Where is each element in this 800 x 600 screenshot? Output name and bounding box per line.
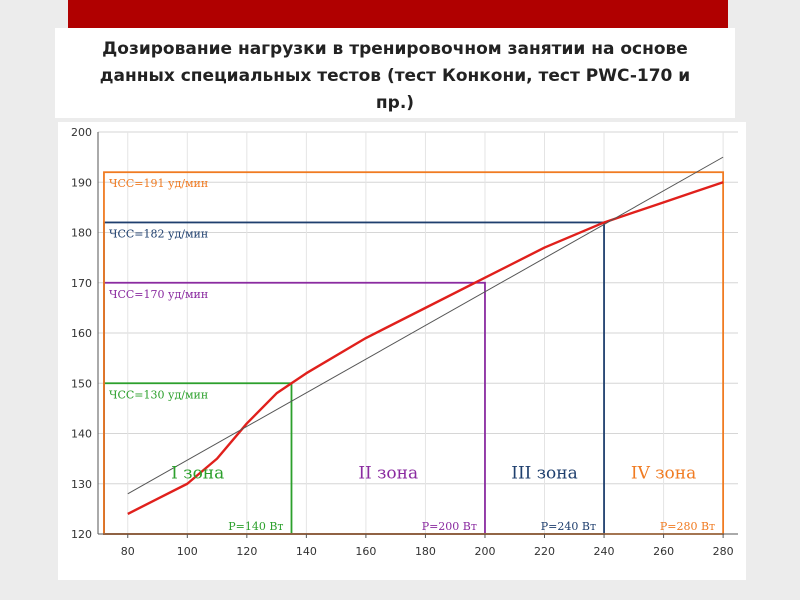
slide-title: Дозирование нагрузки в тренировочном зан… — [99, 39, 691, 113]
hr-label-zone-2: ЧСС=170 уд/мин — [109, 288, 208, 301]
x-tick-label: 200 — [474, 545, 495, 558]
hr-label-zone-4: ЧСС=191 уд/мин — [109, 177, 208, 190]
zone-label-1: I зона — [171, 464, 224, 484]
axes: 120 130 140 150 160 170 180 190 200 80 100 120 140 16… — [71, 126, 738, 558]
hr-label-zone-1: ЧСС=130 уд/мин — [109, 388, 208, 401]
x-tick-label: 260 — [653, 545, 674, 558]
zone-label-2: II зона — [358, 464, 418, 484]
y-tick-label: 150 — [71, 377, 92, 390]
power-label-zone-3: Р=240 Вт — [541, 520, 596, 533]
x-tick-label: 100 — [177, 545, 198, 558]
zone-label-4: IV зона — [631, 464, 696, 484]
y-tick-label: 180 — [71, 227, 92, 240]
y-tick-label: 120 — [71, 528, 92, 541]
y-tick-label: 170 — [71, 277, 92, 290]
hr-label-zone-3: ЧСС=182 уд/мин — [109, 227, 208, 240]
power-label-zone-1: Р=140 Вт — [228, 520, 283, 533]
zone-chart: 120 130 140 150 160 170 180 190 200 80 100 120 140 16… — [71, 126, 738, 558]
y-tick-label: 140 — [71, 428, 92, 441]
x-tick-label: 180 — [415, 545, 436, 558]
y-tick-label: 200 — [71, 126, 92, 139]
power-label-zone-4: Р=280 Вт — [660, 520, 715, 533]
x-tick-label: 220 — [534, 545, 555, 558]
top-accent-bar — [68, 0, 728, 28]
power-label-zone-2: Р=200 Вт — [422, 520, 477, 533]
y-tick-label: 190 — [71, 176, 92, 189]
trend-line — [127, 156, 724, 495]
zone-labels: ЧСС=130 уд/мин Р=140 Вт I зона ЧСС=170 уд/м… — [109, 177, 715, 533]
y-tick-label: 160 — [71, 327, 92, 340]
y-tick-label: 130 — [71, 478, 92, 491]
x-tick-label: 280 — [713, 545, 734, 558]
x-tick-label: 80 — [121, 545, 135, 558]
heart-rate-series-line — [127, 181, 724, 515]
title-box: Дозирование нагрузки в тренировочном зан… — [55, 28, 735, 118]
series-lines — [127, 156, 724, 515]
x-tick-label: 160 — [355, 545, 376, 558]
chart-panel: 120 130 140 150 160 170 180 190 200 80 100 120 140 16… — [58, 122, 746, 580]
x-tick-label: 240 — [594, 545, 615, 558]
zone-label-3: III зона — [511, 464, 578, 484]
x-tick-label: 140 — [296, 545, 317, 558]
x-tick-label: 120 — [236, 545, 257, 558]
